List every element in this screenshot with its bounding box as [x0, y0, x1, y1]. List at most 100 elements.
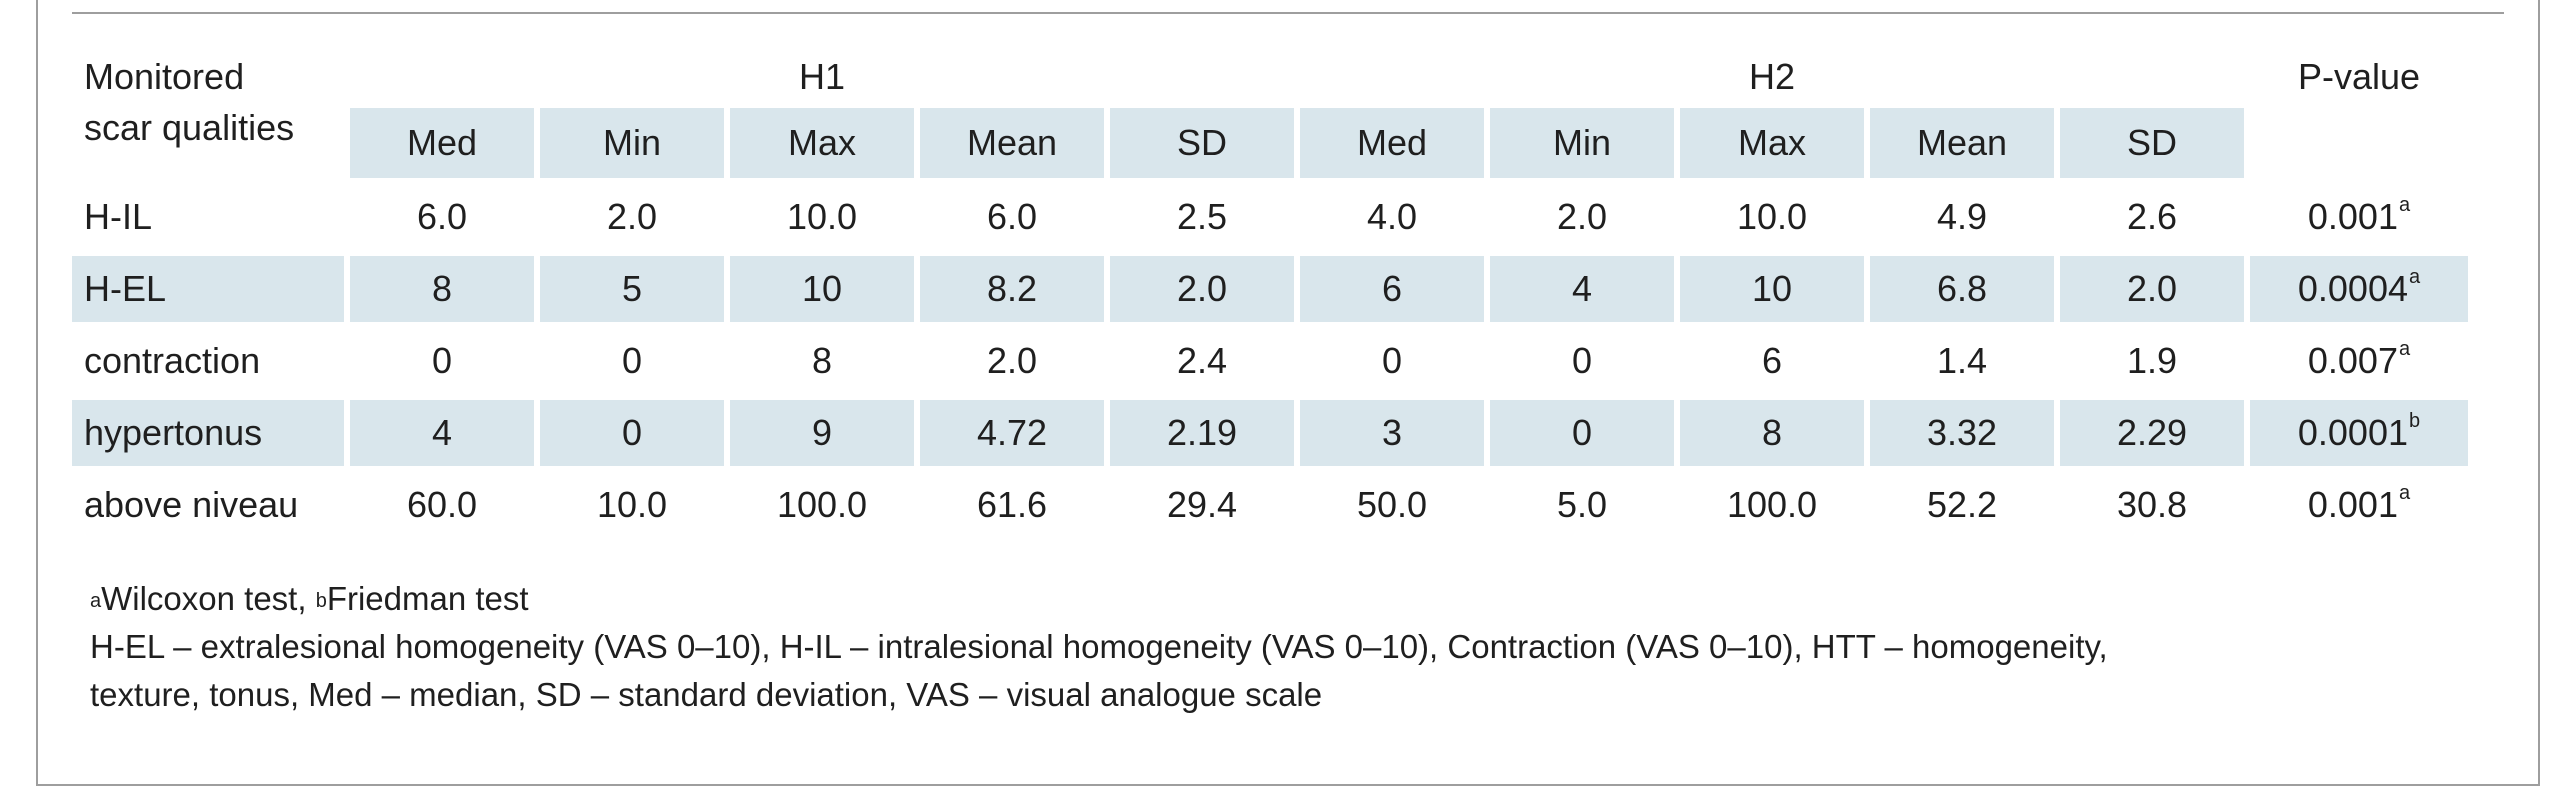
row-label: H-IL: [84, 196, 153, 237]
notes-abbreviations-line1: H-EL – extralesional homogeneity (VAS 0–…: [90, 628, 2108, 665]
row-label: above niveau: [84, 484, 299, 525]
value-cell: 6.0: [986, 196, 1038, 237]
value-cell: 6: [1761, 340, 1783, 381]
value-cell: 10.0: [786, 196, 858, 237]
value-cell: 3.32: [1870, 400, 2054, 466]
value-cell: 8: [350, 256, 534, 322]
pvalue-number: 0.001: [2307, 484, 2398, 525]
sub-header-cell: Mean: [1870, 108, 2054, 178]
footnote-test-a: Wilcoxon test,: [101, 580, 316, 617]
results-table: Monitored H1 H2 P-value scar qualities M…: [66, 46, 2474, 544]
sub-header-cell: SD: [1110, 108, 1294, 178]
sub-header-cell: Med: [1300, 108, 1484, 178]
table-row: H-IL 6.0 2.0 10.0 6.0 2.5 4.0 2.0 10.0 4.9 2.6 0.00…: [72, 184, 2468, 250]
value-cell: 1.4: [1936, 340, 1988, 381]
table-row: hypertonus 4 0 9 4.72 2.19 3 0 8 3.32 2.29 0.0001b: [72, 400, 2468, 466]
pvalue-test-mark: a: [2408, 266, 2421, 288]
table-notes: aWilcoxon test, bFriedman test H-EL – ex…: [90, 575, 2510, 719]
pvalue-test-mark: a: [2398, 482, 2411, 504]
footnote-mark-a: a: [90, 590, 102, 612]
sub-header-row: scar qualities Med Min Max Mean SD Med M…: [72, 108, 2468, 178]
pvalue-cell: 0.001a: [2250, 472, 2468, 538]
pvalue-number: 0.007: [2307, 340, 2398, 381]
top-rule: [72, 12, 2504, 14]
pvalue-header-spacer: [2250, 108, 2468, 178]
group-header-row: Monitored H1 H2 P-value: [72, 52, 2468, 102]
pvalue-cell: 0.0004a: [2250, 256, 2468, 322]
value-cell: 8.2: [920, 256, 1104, 322]
value-cell: 30.8: [2116, 484, 2188, 525]
row-header-label-line1: Monitored: [84, 56, 245, 97]
sub-header-cell: Med: [350, 108, 534, 178]
sub-header-cell: SD: [2060, 108, 2244, 178]
value-cell: 8: [811, 340, 833, 381]
value-cell: 2.29: [2060, 400, 2244, 466]
sub-header-cell: Max: [1680, 108, 1864, 178]
pvalue-cell: 0.0001b: [2250, 400, 2468, 466]
value-cell: 2.0: [1556, 196, 1608, 237]
pvalue-number: 0.0004: [2297, 268, 2408, 309]
value-cell: 2.19: [1110, 400, 1294, 466]
value-cell: 2.0: [1110, 256, 1294, 322]
table-row: above niveau 60.0 10.0 100.0 61.6 29.4 50.0 5.0…: [72, 472, 2468, 538]
row-label: contraction: [84, 340, 261, 381]
pvalue-test-mark: b: [2408, 410, 2421, 432]
footnote-mark-b: b: [315, 590, 327, 612]
value-cell: 5.0: [1556, 484, 1608, 525]
pvalue-number: 0.0001: [2297, 412, 2408, 453]
value-cell: 0: [1490, 400, 1674, 466]
value-cell: 8: [1680, 400, 1864, 466]
value-cell: 2.0: [2060, 256, 2244, 322]
pvalue-test-mark: a: [2398, 194, 2411, 216]
value-cell: 4: [1490, 256, 1674, 322]
value-cell: 6.0: [416, 196, 468, 237]
value-cell: 9: [730, 400, 914, 466]
value-cell: 5: [540, 256, 724, 322]
pvalue-test-mark: a: [2398, 338, 2411, 360]
value-cell: 2.4: [1176, 340, 1228, 381]
value-cell: 4.9: [1936, 196, 1988, 237]
value-cell: 1.9: [2126, 340, 2178, 381]
value-cell: 50.0: [1356, 484, 1428, 525]
value-cell: 4.72: [920, 400, 1104, 466]
value-cell: 0: [1571, 340, 1593, 381]
group-header-h2: H2: [1748, 56, 1796, 97]
sub-header-cell: Min: [540, 108, 724, 178]
value-cell: 61.6: [976, 484, 1048, 525]
value-cell: 10.0: [596, 484, 668, 525]
value-cell: 6: [1300, 256, 1484, 322]
value-cell: 52.2: [1926, 484, 1998, 525]
notes-tests-line: aWilcoxon test, bFriedman test: [90, 575, 2510, 623]
group-header-h1: H1: [798, 56, 846, 97]
table-frame: [36, 0, 2540, 786]
value-cell: 4.0: [1366, 196, 1418, 237]
table-row: H-EL 8 5 10 8.2 2.0 6 4 10 6.8 2.0 0.0004a: [72, 256, 2468, 322]
row-label: H-EL: [72, 256, 344, 322]
value-cell: 4: [350, 400, 534, 466]
value-cell: 29.4: [1166, 484, 1238, 525]
sub-header-cell: Mean: [920, 108, 1104, 178]
pvalue-number: 0.001: [2307, 196, 2398, 237]
notes-abbreviations-line2: texture, tonus, Med – median, SD – stand…: [90, 676, 1323, 713]
footnote-test-b: Friedman test: [326, 580, 529, 617]
pvalue-cell: 0.001a: [2250, 184, 2468, 250]
sub-header-cell: Min: [1490, 108, 1674, 178]
value-cell: 0: [621, 340, 643, 381]
value-cell: 2.0: [986, 340, 1038, 381]
value-cell: 10: [1680, 256, 1864, 322]
row-header-label-line2: scar qualities: [84, 107, 295, 148]
sub-header-cell: Max: [730, 108, 914, 178]
value-cell: 0: [1381, 340, 1403, 381]
row-label: hypertonus: [72, 400, 344, 466]
value-cell: 10.0: [1736, 196, 1808, 237]
value-cell: 2.5: [1176, 196, 1228, 237]
value-cell: 60.0: [406, 484, 478, 525]
value-cell: 0: [540, 400, 724, 466]
pvalue-cell: 0.007a: [2250, 328, 2468, 394]
value-cell: 6.8: [1870, 256, 2054, 322]
value-cell: 2.6: [2126, 196, 2178, 237]
value-cell: 10: [730, 256, 914, 322]
pvalue-header: P-value: [2297, 56, 2421, 97]
value-cell: 100.0: [1726, 484, 1818, 525]
value-cell: 0: [431, 340, 453, 381]
